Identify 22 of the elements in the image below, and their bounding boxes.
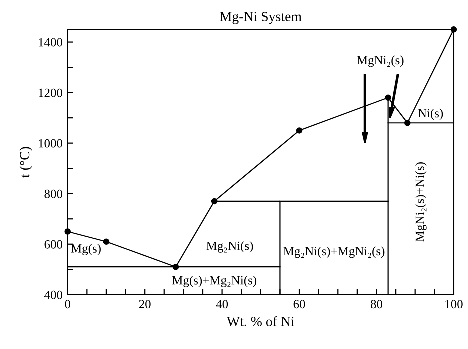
annotation: Mg₂Ni(s)+MgNi₂(s) — [284, 246, 385, 258]
y-axis-title: t (°C) — [20, 147, 32, 178]
x-axis-title: Wt. % of Ni — [226, 316, 295, 327]
annotation: Ni(s) — [418, 108, 444, 120]
x-tick-label: 60 — [294, 300, 306, 309]
x-tick-label: 100 — [446, 300, 463, 309]
x-tick-label: 80 — [370, 300, 383, 309]
annotation: Mg(s) — [71, 244, 101, 256]
x-tick-label: 0 — [65, 300, 71, 309]
annotation: Mg(s)+Mg₂Ni(s) — [172, 276, 257, 288]
x-tick-label: 20 — [139, 300, 151, 309]
y-tick-label: 1000 — [39, 139, 63, 148]
y-tick-label: 600 — [44, 240, 63, 249]
y-tick-label: 1200 — [39, 88, 63, 98]
y-tick-label: 1400 — [39, 38, 63, 47]
x-tick-label: 40 — [216, 300, 228, 309]
chart-title: Mg-Ni System — [220, 12, 302, 24]
y-tick-label: 800 — [44, 190, 63, 198]
annotation: MgNi₂(s) — [357, 56, 404, 68]
annotation: MgNi₂(s)+Ni(s) — [415, 162, 427, 242]
annotation: Mg₂Ni(s) — [206, 241, 254, 253]
y-tick-label: 400 — [44, 290, 63, 300]
